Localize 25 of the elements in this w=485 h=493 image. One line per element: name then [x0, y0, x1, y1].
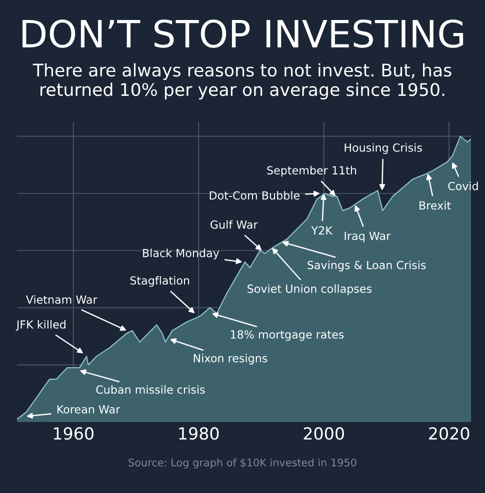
- annotation: Cuban missile crisis: [96, 385, 205, 394]
- annotation: Soviet Union collapses: [248, 284, 372, 296]
- annotation: Stagflation: [130, 276, 190, 287]
- chart-title: DON’T STOP INVESTING: [22, 19, 464, 48]
- annotation: Savings & Loan Crisis: [308, 260, 426, 272]
- annotation: Covid: [448, 182, 478, 190]
- x-tick-label: 2020: [429, 427, 470, 440]
- annotation: 18% mortgage rates: [230, 330, 344, 341]
- source-note: Source: Log graph of $10K invested in 1950: [128, 458, 356, 468]
- x-tick-label: 2000: [304, 427, 344, 440]
- annotation: Black Monday: [143, 248, 220, 260]
- annotation: Housing Crisis: [344, 143, 422, 154]
- annotation: Gulf War: [210, 220, 258, 229]
- annotation: Brexit: [420, 201, 451, 210]
- x-tick-label: 1960: [54, 427, 94, 440]
- annotation: Korean War: [57, 405, 120, 414]
- annotation: JFK killed: [16, 320, 66, 331]
- annotation: September 11th: [267, 166, 356, 177]
- annotation: Y2K: [311, 226, 333, 234]
- annotation: Vietnam War: [26, 295, 98, 304]
- annotation: Iraq War: [344, 232, 391, 242]
- annotation: Nixon resigns: [194, 354, 268, 365]
- annotation: Dot-Com Bubble: [210, 191, 300, 200]
- x-tick-label: 1980: [179, 427, 219, 440]
- chart-subtitle: There are always reasons to not invest. But, has returned 10% per year on average since 1950.: [32, 63, 452, 100]
